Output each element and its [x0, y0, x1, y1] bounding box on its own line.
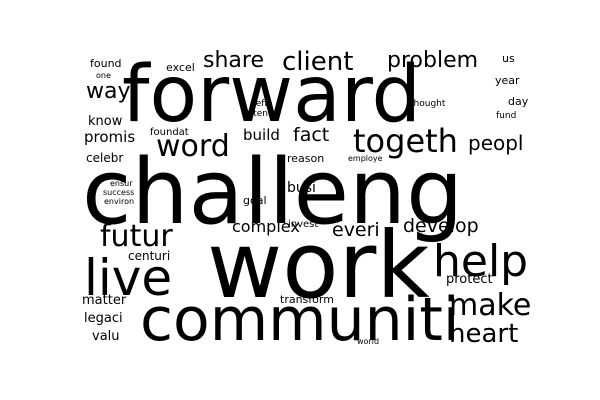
word-problem: problem: [387, 48, 479, 73]
word-employe: employe: [348, 154, 383, 163]
word-fact: fact: [293, 124, 330, 146]
word-make: make: [449, 288, 532, 323]
word-complex: complex: [232, 217, 300, 236]
word-develop: develop: [403, 215, 479, 237]
word-world: world: [357, 337, 380, 346]
word-everi: everi: [332, 219, 380, 241]
word-valu: valu: [92, 329, 120, 344]
word-share: share: [203, 48, 264, 73]
word-communiti: communiti: [140, 285, 460, 355]
word-way: way: [86, 79, 131, 104]
word-centuri: centuri: [128, 249, 171, 263]
word-success: success: [103, 188, 135, 197]
word-environ: environ: [104, 197, 135, 206]
word-transform: transform: [280, 293, 334, 306]
word-legaci: legaci: [84, 311, 123, 326]
word-togeth: togeth: [353, 122, 458, 160]
word-one: one: [96, 71, 111, 80]
word-work: work: [207, 212, 430, 319]
word-thought: thought: [410, 99, 446, 109]
word-futur: futur: [100, 219, 173, 254]
word-heart: heart: [449, 319, 519, 349]
word-defin: defin: [250, 99, 273, 109]
word-help: help: [433, 236, 529, 287]
word-live: live: [84, 249, 173, 307]
word-goal: goal: [243, 194, 267, 207]
word-know: know: [88, 114, 123, 129]
word-potenti: potenti: [242, 109, 275, 119]
word-protect: protect: [446, 272, 493, 287]
word-invest: invest: [288, 219, 319, 230]
word-client: client: [282, 47, 354, 77]
word-build: build: [243, 126, 280, 144]
word-found: found: [90, 57, 122, 70]
word-foundat: foundat: [150, 127, 189, 138]
word-promis: promis: [84, 128, 136, 146]
word-peopl: peopl: [468, 131, 524, 155]
word-fund: fund: [496, 111, 517, 121]
word-busi: busi: [287, 180, 316, 196]
word-reason: reason: [287, 152, 325, 165]
word-us: us: [502, 52, 515, 65]
word-word: word: [156, 129, 230, 164]
word-challeng: challeng: [82, 140, 464, 245]
word-celebr: celebr: [86, 151, 124, 165]
word-ensur: ensur: [110, 179, 133, 188]
word-day: day: [508, 95, 529, 108]
word-year: year: [495, 74, 520, 87]
word-matter: matter: [82, 293, 127, 308]
word-excel: excel: [166, 61, 195, 74]
word-forward: forward: [122, 50, 422, 140]
